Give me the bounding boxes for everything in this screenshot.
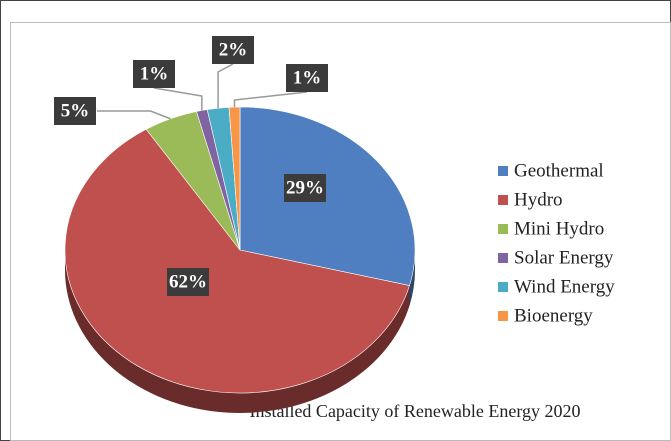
data-label: 62%	[169, 271, 207, 292]
label-box	[212, 36, 254, 64]
legend-label: Geothermal	[514, 160, 604, 181]
slice	[239, 106, 416, 286]
data-label: 2%	[219, 39, 248, 60]
data-label: 1%	[293, 67, 322, 88]
legend-label: Mini Hydro	[514, 218, 604, 239]
leader-line	[97, 110, 171, 120]
label-box	[54, 97, 96, 125]
leader-line	[217, 63, 234, 109]
legend-swatch	[498, 282, 508, 292]
legend-label: Wind Energy	[514, 276, 615, 297]
label-box	[133, 60, 175, 88]
legend-swatch	[498, 253, 508, 263]
legend-swatch	[498, 311, 508, 321]
data-label: 5%	[61, 100, 90, 121]
legend-label: Solar Energy	[514, 247, 614, 268]
data-label: 29%	[286, 177, 324, 198]
label-box	[167, 268, 209, 296]
legend-label: Bioenergy	[514, 305, 593, 326]
legend-swatch	[498, 195, 508, 205]
legend-swatch	[498, 166, 508, 176]
label-box	[284, 174, 326, 202]
legend-label: Hydro	[514, 189, 563, 210]
slice-side	[409, 250, 415, 306]
data-label: 1%	[140, 63, 169, 84]
label-box	[286, 64, 328, 92]
chart-title: Installed Capacity of Renewable Energy 2…	[249, 401, 580, 421]
slice	[64, 128, 410, 394]
leader-line	[233, 91, 308, 108]
legend-swatch	[498, 224, 508, 234]
leader-line	[153, 87, 203, 111]
